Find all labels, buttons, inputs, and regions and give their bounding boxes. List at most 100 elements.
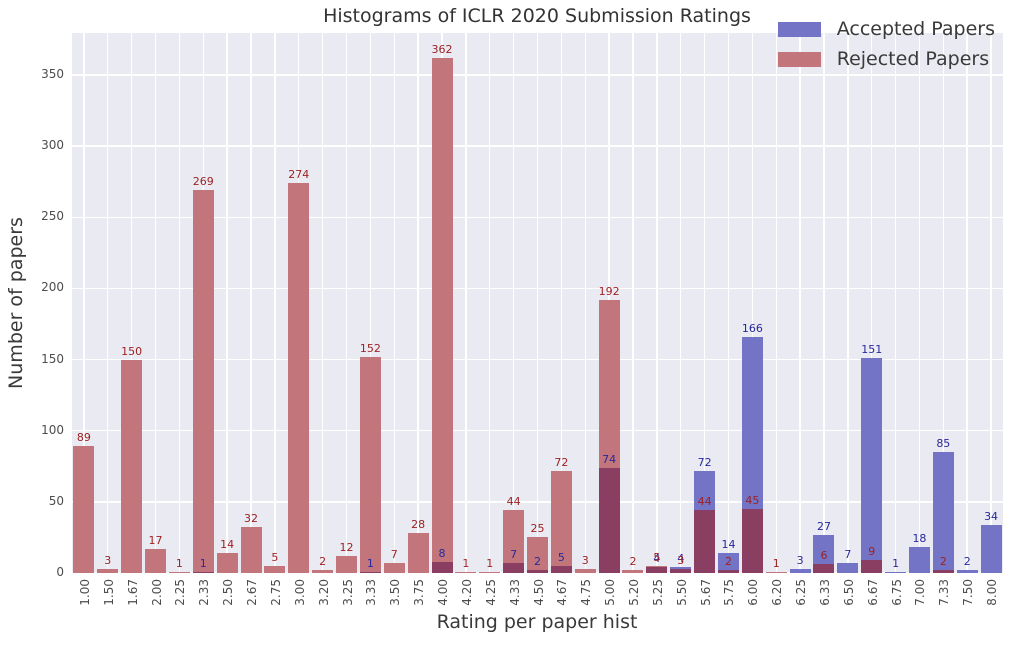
x-tick-label: 2.75 xyxy=(268,579,283,606)
bar-1.00 xyxy=(73,446,95,573)
gridline-vertical xyxy=(560,33,563,573)
bar-label-accepted-7.50: 2 xyxy=(963,555,971,569)
legend-item-rejected: Rejected Papers xyxy=(777,48,995,70)
gridline-vertical xyxy=(703,33,706,573)
bar-7.50 xyxy=(956,570,978,573)
gridline-vertical xyxy=(489,33,491,573)
gridline-vertical xyxy=(250,33,252,573)
gridline-vertical xyxy=(990,33,992,573)
gridline-vertical xyxy=(823,33,825,573)
bar-3.00 xyxy=(288,183,310,573)
bar-4.75 xyxy=(574,568,596,573)
x-tick-label: 6.67 xyxy=(865,579,880,606)
gridline-vertical xyxy=(536,33,539,573)
x-tick-label: 4.67 xyxy=(555,579,570,606)
bar-overlap-2.33 xyxy=(192,571,214,573)
y-tick-label: 350 xyxy=(41,66,64,81)
gridline-vertical xyxy=(871,33,873,573)
x-tick-label: 5.67 xyxy=(698,579,713,606)
bar-label-rejected-3.33: 152 xyxy=(359,341,381,355)
bar-6.25 xyxy=(789,568,811,573)
bar-5.20 xyxy=(622,570,644,573)
bar-4.20 xyxy=(455,571,477,573)
bar-4.00 xyxy=(431,57,453,573)
bar-label-rejected-1.00: 89 xyxy=(76,431,91,445)
x-tick-label: 3.25 xyxy=(340,579,355,606)
bar-label-rejected-4.75: 3 xyxy=(581,553,589,567)
bar-label-rejected-6.33: 6 xyxy=(820,549,828,563)
bar-6.67 xyxy=(861,358,883,573)
bar-6.33 xyxy=(813,534,835,573)
bar-label-accepted-8.00: 34 xyxy=(984,509,999,523)
x-tick-label: 1.00 xyxy=(77,579,92,606)
bar-overlap-6.00 xyxy=(741,508,763,573)
bar-label-accepted-4.33: 7 xyxy=(510,548,518,562)
bar-2.25 xyxy=(168,571,190,573)
gridline-vertical xyxy=(512,33,515,573)
gridline-vertical xyxy=(680,33,682,573)
x-tick-label: 1.67 xyxy=(125,579,140,606)
bar-overlap-3.33 xyxy=(359,571,381,573)
gridline-vertical xyxy=(154,33,157,573)
gridline-vertical xyxy=(632,33,634,573)
x-tick-label: 3.75 xyxy=(412,579,427,606)
x-tick-label: 5.75 xyxy=(722,579,737,606)
bar-overlap-6.67 xyxy=(861,560,883,573)
legend-item-accepted: Accepted Papers xyxy=(777,18,995,40)
bar-label-rejected-2.67: 32 xyxy=(244,512,259,526)
gridline-vertical xyxy=(966,33,968,573)
x-tick-label: 4.75 xyxy=(579,579,594,606)
bar-label-rejected-4.33: 44 xyxy=(506,495,521,509)
x-tick-label: 3.50 xyxy=(388,579,403,606)
x-tick-label: 4.00 xyxy=(436,579,450,606)
bar-label-accepted-2.33: 1 xyxy=(199,556,207,570)
bar-6.50 xyxy=(837,563,859,573)
bar-label-rejected-6.67: 9 xyxy=(868,545,876,559)
bar-label-accepted-5.50: 4 xyxy=(677,552,685,566)
bar-label-rejected-3.20: 2 xyxy=(319,555,327,569)
x-tick-label: 6.33 xyxy=(817,579,832,606)
bar-overlap-6.33 xyxy=(813,564,835,573)
bar-label-accepted-7.00: 18 xyxy=(912,532,927,546)
x-tick-label: 3.20 xyxy=(316,579,331,606)
bar-label-rejected-1.67: 150 xyxy=(121,344,143,358)
bar-3.20 xyxy=(312,570,334,573)
legend-label-accepted: Accepted Papers xyxy=(836,18,995,40)
gridline-vertical xyxy=(83,33,85,573)
gridline-vertical xyxy=(918,33,921,573)
gridline-vertical xyxy=(130,33,133,573)
x-tick-label: 6.00 xyxy=(746,579,761,606)
bar-2.67 xyxy=(240,527,262,573)
bar-2.33 xyxy=(192,190,214,573)
bar-label-rejected-4.00: 362 xyxy=(431,42,453,56)
bar-label-accepted-4.50: 2 xyxy=(534,555,541,569)
bar-label-accepted-5.00: 74 xyxy=(602,452,617,466)
bar-overlap-5.50 xyxy=(670,568,692,573)
bar-5.75 xyxy=(717,553,739,573)
plot-area: 89 3 150 17 1 1 269 14 32 5 274 2 12 1 152 7 28 8 362 1 1 7 44… xyxy=(72,33,1003,574)
bar-label-rejected-2.25: 1 xyxy=(175,556,183,570)
bar-3.33 xyxy=(359,356,381,573)
x-tick-label: 2.67 xyxy=(245,579,260,606)
y-tick-label: 150 xyxy=(41,351,64,366)
bar-label-rejected-2.50: 14 xyxy=(220,538,235,552)
x-tick-label: 6.25 xyxy=(794,579,809,606)
bar-label-rejected-3.50: 7 xyxy=(390,548,398,562)
bar-overlap-5.75 xyxy=(717,570,739,573)
x-tick-label: 6.50 xyxy=(841,579,856,606)
bar-label-accepted-6.00: 166 xyxy=(741,321,763,335)
bar-label-rejected-4.50: 25 xyxy=(530,522,545,536)
x-tick-label: 5.00 xyxy=(603,579,618,606)
bar-label-rejected-5.67: 44 xyxy=(697,495,712,509)
bar-label-rejected-5.20: 2 xyxy=(629,555,637,569)
y-tick-label: 100 xyxy=(41,422,64,437)
gridline-vertical xyxy=(775,33,777,573)
bar-label-accepted-6.67: 151 xyxy=(861,343,883,357)
legend-swatch-accepted-icon xyxy=(777,21,821,37)
gridline-vertical xyxy=(226,33,228,573)
legend: Accepted Papers Rejected Papers xyxy=(777,10,995,78)
gridline-vertical xyxy=(178,33,181,573)
y-tick-label: 300 xyxy=(41,138,64,153)
gridline-vertical xyxy=(799,33,801,573)
x-tick-label: 7.00 xyxy=(913,579,928,606)
